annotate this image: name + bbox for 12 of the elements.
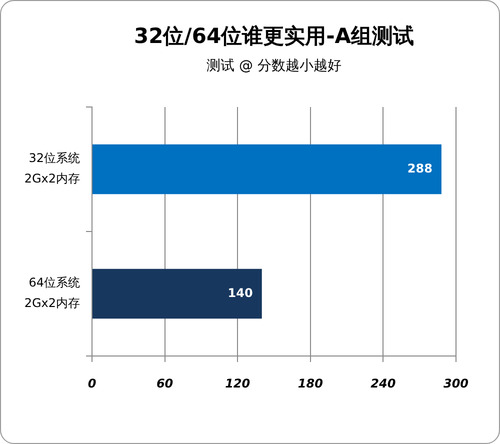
y-tick-label: 64位系统 2Gx2内存 <box>24 276 80 310</box>
chart-subtitle: 测试 @ 分数越小越好 <box>206 58 342 74</box>
chart-title: 32位/64位谁更实用-A组测试 <box>134 24 414 48</box>
x-tick-label: 180 <box>298 376 323 390</box>
x-tick-label: 60 <box>156 376 174 390</box>
data-label: 288 <box>407 161 432 176</box>
x-tick-label: 0 <box>88 376 96 390</box>
y-tick-label: 32位系统 2Gx2内存 <box>24 151 80 186</box>
x-tick-label: 240 <box>370 376 396 390</box>
x-tick-label: 120 <box>225 376 250 390</box>
x-tick-label: 300 <box>443 376 469 390</box>
data-label: 140 <box>228 286 253 300</box>
